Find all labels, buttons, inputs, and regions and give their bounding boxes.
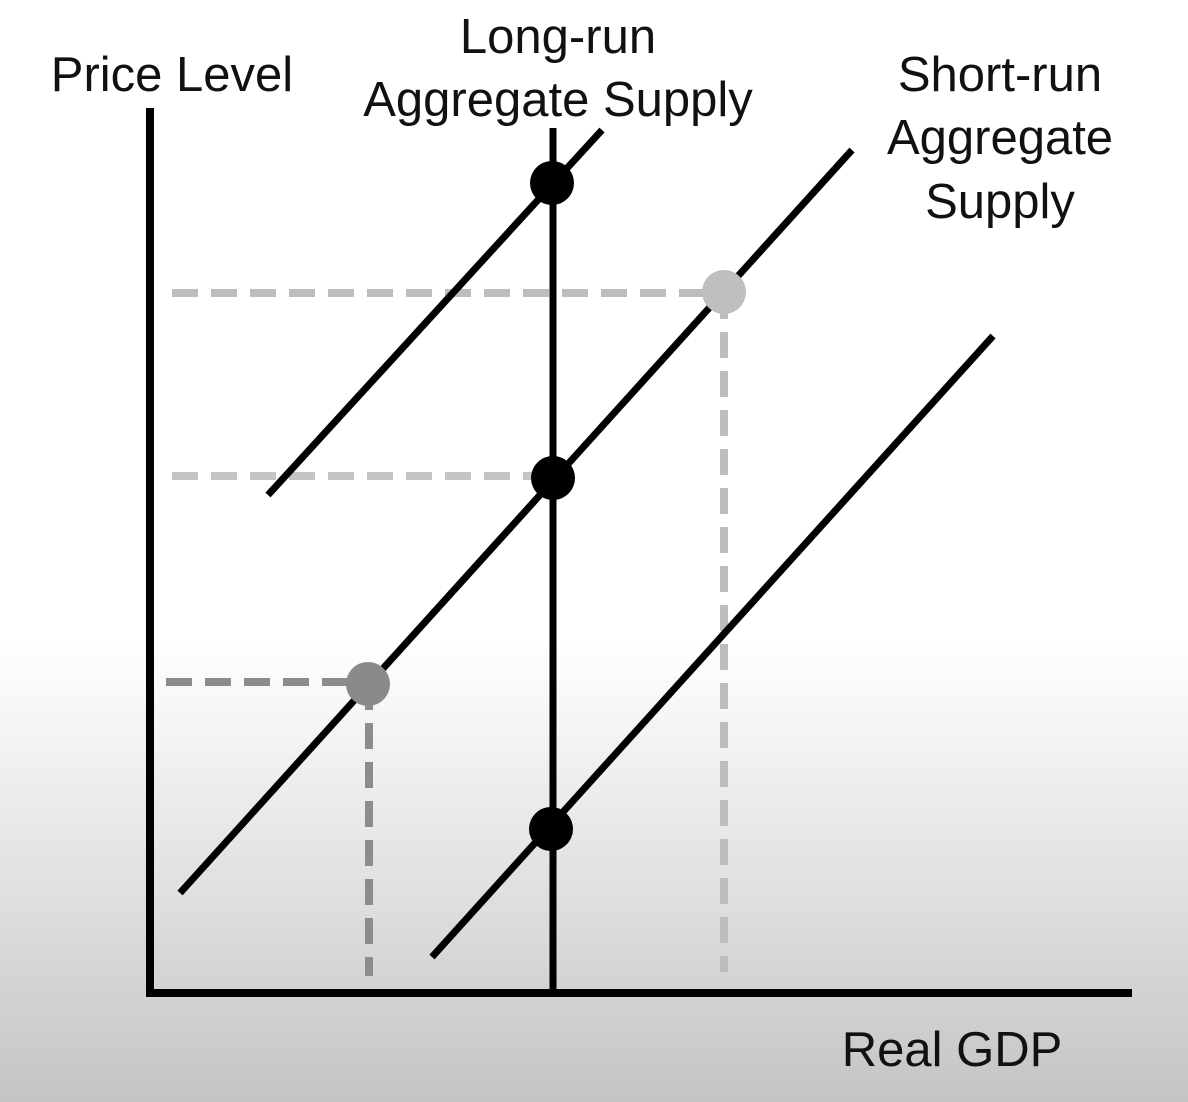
sras-label-line1: Short-run — [898, 48, 1102, 102]
point-black-upper — [530, 161, 574, 205]
sras-label-line3: Supply — [925, 175, 1075, 229]
sras-label-line2: Aggregate — [887, 111, 1113, 165]
sras-curve-middle — [177, 147, 855, 896]
y-axis-label: Price Level — [51, 48, 293, 102]
lras-label-line1: Long-run — [460, 10, 656, 64]
sras-curve-lower — [429, 333, 996, 960]
point-black-middle — [531, 456, 575, 500]
point-gray-light — [702, 270, 746, 314]
point-gray-dark — [346, 662, 390, 706]
x-axis-label: Real GDP — [842, 1023, 1063, 1077]
lras-label-line2: Aggregate Supply — [363, 73, 753, 127]
point-black-lower — [529, 807, 573, 851]
